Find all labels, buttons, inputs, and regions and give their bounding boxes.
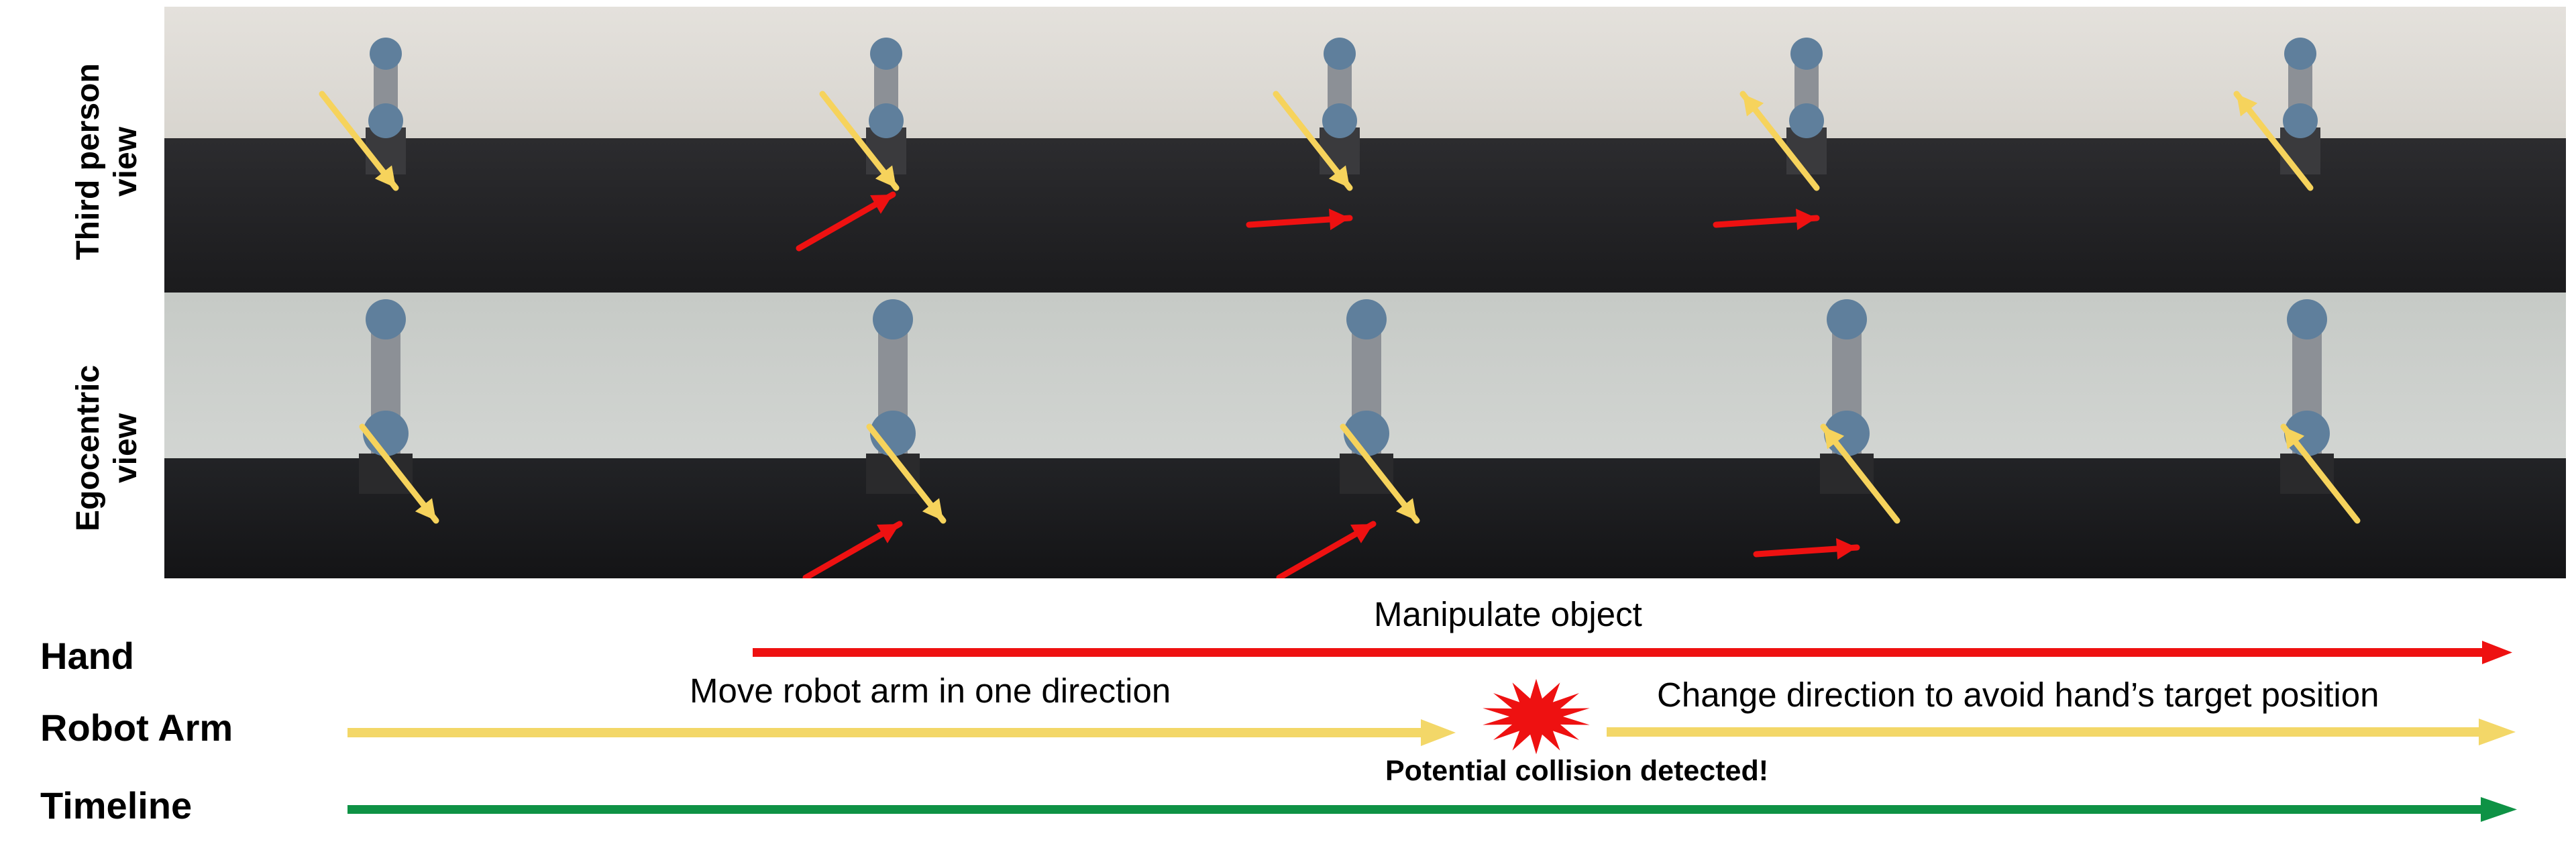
robot-arm-sketch	[1320, 38, 1360, 174]
hand-motion-arrow	[1713, 209, 1820, 230]
frame-third-person-1	[164, 7, 645, 293]
robot-arm-sketch	[366, 38, 406, 174]
robot-motion-arrow	[866, 423, 947, 524]
timeline-label: Timeline	[40, 784, 193, 827]
frame-third-person-4	[1605, 7, 2086, 293]
hand-label: Hand	[40, 635, 134, 677]
frame-egocentric-3	[1125, 293, 1605, 578]
robot-motion-arrow	[1820, 423, 1900, 524]
hand-motion-arrow	[1276, 521, 1377, 578]
robot-arm-sketch	[866, 38, 906, 174]
robot-arm-sketch	[2280, 38, 2320, 174]
frame-egocentric-1	[164, 293, 645, 578]
robot-arm-sketch	[1786, 38, 1827, 174]
collision-burst-icon	[1483, 678, 1590, 755]
robot-caption-move: Move robot arm in one direction	[690, 672, 1171, 710]
robot-arrow-before-collision	[347, 719, 1456, 746]
robot-caption-change-direction: Change direction to avoid hand’s target …	[1657, 676, 2379, 714]
robot-arrow-after-collision	[1607, 719, 2516, 745]
robot-arm-label: Robot Arm	[40, 706, 233, 749]
robot-motion-arrow	[2233, 91, 2314, 191]
hand-arrow	[753, 641, 2512, 664]
frame-third-person-2	[645, 7, 1125, 293]
robot-arm-sketch	[1820, 299, 1874, 494]
frame-egocentric-2	[645, 293, 1125, 578]
hand-caption: Manipulate object	[1374, 595, 1642, 633]
hand-motion-arrow	[796, 191, 896, 252]
frame-third-person-5	[2086, 7, 2566, 293]
robot-motion-arrow	[1739, 91, 1820, 191]
collision-caption: Potential collision detected!	[1385, 755, 1769, 787]
hand-motion-arrow	[1753, 538, 1860, 560]
frame-grid	[164, 7, 2566, 578]
hand-motion-arrow	[802, 521, 903, 578]
hand-motion-arrow	[1246, 209, 1353, 230]
robot-motion-arrow	[819, 91, 900, 191]
robot-motion-arrow	[1340, 423, 1420, 524]
robot-arm-sketch	[359, 299, 413, 494]
timeline-arrow	[347, 797, 2517, 822]
frame-egocentric-5	[2086, 293, 2566, 578]
robot-motion-arrow	[1273, 91, 1353, 191]
robot-motion-arrow	[319, 91, 399, 191]
frame-egocentric-4	[1605, 293, 2086, 578]
frame-third-person-3	[1125, 7, 1605, 293]
robot-motion-arrow	[359, 423, 439, 524]
robot-motion-arrow	[2280, 423, 2361, 524]
